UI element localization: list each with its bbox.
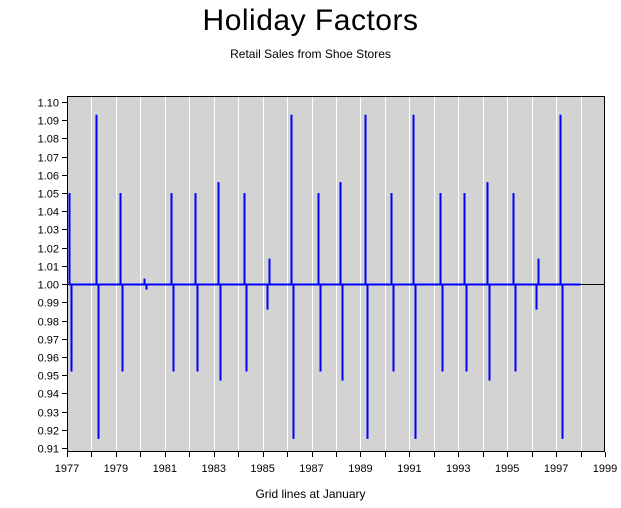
y-tick-label: 0.95: [38, 371, 59, 383]
y-tick-label: 1.03: [38, 225, 59, 237]
x-tick-label: 1989: [348, 463, 372, 475]
x-tick-label: 1997: [544, 463, 568, 475]
chart-title: Holiday Factors: [202, 4, 419, 37]
y-tick-label: 1.01: [38, 262, 59, 274]
x-tick-label: 1995: [495, 463, 519, 475]
y-tick-label: 0.94: [38, 389, 59, 401]
x-tick-label: 1977: [55, 463, 79, 475]
y-tick-label: 1.02: [38, 244, 59, 256]
y-tick-label: 1.04: [38, 207, 59, 219]
y-tick-label: 0.96: [38, 353, 59, 365]
y-tick-label: 1.07: [38, 153, 59, 165]
y-tick-label: 1.06: [38, 171, 59, 183]
plot-frame: [67, 96, 605, 452]
x-tick-label: 1991: [397, 463, 421, 475]
x-tick-label: 1999: [593, 463, 617, 475]
y-tick-label: 0.99: [38, 298, 59, 310]
x-tick-label: 1979: [104, 463, 128, 475]
y-tick-label: 1.10: [38, 98, 59, 110]
y-tick-label: 0.93: [38, 408, 59, 420]
x-tick-label: 1985: [250, 463, 274, 475]
y-tick-label: 1.05: [38, 189, 59, 201]
y-tick-label: 1.08: [38, 134, 59, 146]
x-tick-label: 1983: [201, 463, 225, 475]
y-tick-label: 1.09: [38, 116, 59, 128]
y-tick-label: 0.98: [38, 317, 59, 329]
x-axis-label: Grid lines at January: [255, 487, 366, 501]
y-tick-label: 0.92: [38, 426, 59, 438]
y-tick-label: 0.97: [38, 335, 59, 347]
y-tick-label: 1.00: [38, 280, 59, 292]
x-tick-label: 1987: [299, 463, 323, 475]
x-tick-label: 1993: [446, 463, 470, 475]
y-tick-label: 0.91: [38, 444, 59, 456]
x-tick-label: 1981: [153, 463, 177, 475]
chart-subtitle: Retail Sales from Shoe Stores: [230, 47, 391, 61]
